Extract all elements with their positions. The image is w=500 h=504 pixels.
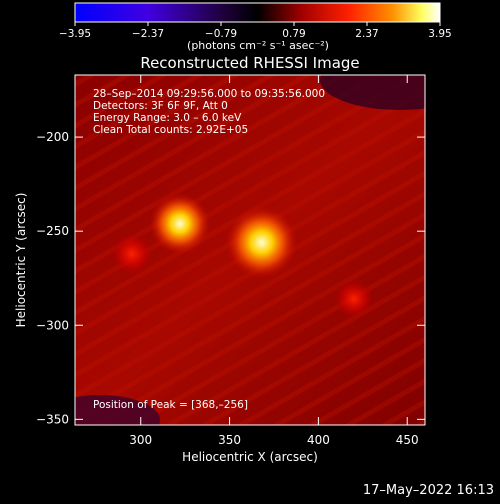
- colorbar-tick-label: −3.95: [59, 28, 91, 40]
- y-tick-label: −200: [36, 130, 69, 144]
- annotation-time: 28–Sep–2014 09:29:56.000 to 09:35:56.000: [93, 88, 325, 100]
- x-tick-label: 350: [218, 433, 241, 447]
- y-tick-label: −350: [36, 412, 69, 426]
- emission-source: [225, 206, 298, 279]
- colorbar-tick-label: 0.79: [282, 28, 305, 40]
- colorbar-tick-label: 2.37: [355, 28, 378, 40]
- source-layer: [110, 193, 375, 320]
- peak-position-label: Position of Peak = [368,–256]: [93, 399, 248, 411]
- timestamp: 17–May–2022 16:13: [363, 483, 494, 498]
- colorbar-tick-label: 3.95: [428, 28, 451, 40]
- chart-title: Reconstructed RHESSI Image: [140, 54, 359, 72]
- x-axis: 300 350 400 450: [129, 75, 419, 447]
- colorbar-unit-label: (photons cm⁻² s⁻¹ asec⁻²): [187, 39, 329, 52]
- x-axis-label: Heliocentric X (arcsec): [182, 450, 318, 464]
- dark-corner-top: [320, 75, 425, 110]
- x-tick-label: 400: [307, 433, 330, 447]
- colorbar-tick-label: −0.79: [205, 28, 237, 40]
- y-tick-label: −300: [36, 318, 69, 332]
- y-axis: −200 −250 −300 −350: [36, 130, 425, 426]
- colorbar: [74, 2, 441, 23]
- x-tick-label: 450: [396, 433, 419, 447]
- plot-area: [75, 75, 425, 425]
- colorbar-ticks: −3.95 −2.37 −0.79 0.79 2.37 3.95: [59, 22, 452, 40]
- annotation-counts: Clean Total counts: 2.92E+05: [93, 124, 248, 136]
- colorbar-tick-label: −2.37: [132, 28, 164, 40]
- emission-source: [110, 232, 154, 276]
- plot-frame: [74, 74, 426, 426]
- x-tick-label: 300: [129, 433, 152, 447]
- emission-source: [333, 278, 375, 320]
- annotation-energy: Energy Range: 3.0 – 6.0 keV: [93, 112, 242, 124]
- annotation-detectors: Detectors: 3F 6F 9F, Att 0: [93, 100, 228, 112]
- emission-source: [149, 193, 211, 255]
- dark-corner-bottom: [75, 395, 160, 425]
- y-tick-label: −250: [36, 224, 69, 238]
- y-axis-label: Heliocentric Y (arcsec): [14, 193, 28, 328]
- annotation-block: 28–Sep–2014 09:29:56.000 to 09:35:56.000…: [93, 88, 325, 136]
